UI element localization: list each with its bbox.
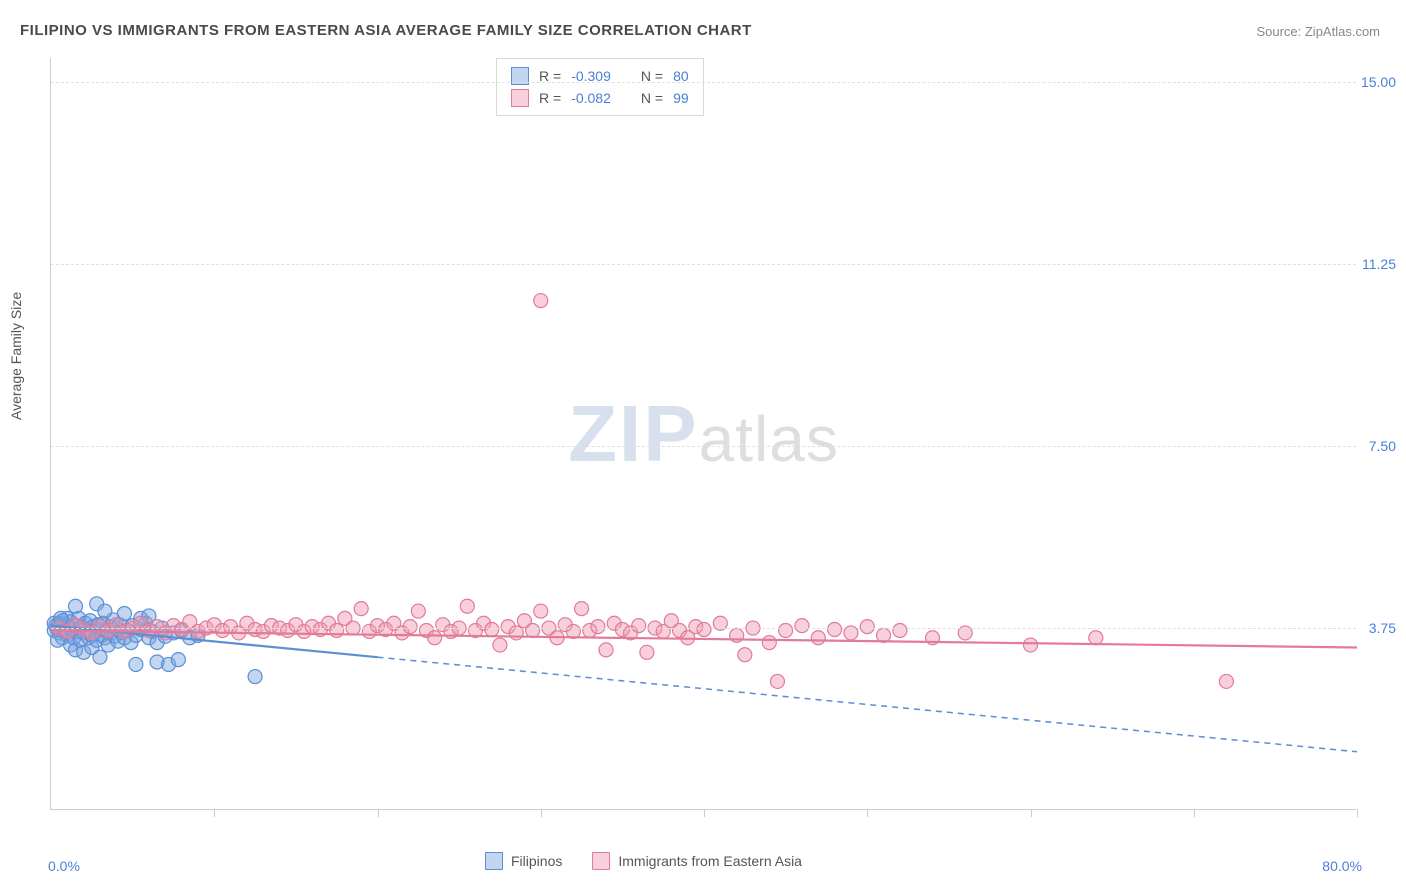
legend-label-immigrants: Immigrants from Eastern Asia xyxy=(618,853,802,869)
scatter-point xyxy=(248,670,262,684)
ytick-label: 11.25 xyxy=(1362,256,1396,272)
scatter-point xyxy=(795,619,809,633)
r-label: R = xyxy=(539,90,561,106)
gridline xyxy=(51,82,1356,83)
scatter-point xyxy=(1219,674,1233,688)
scatter-point xyxy=(411,604,425,618)
r-value-immigrants: -0.082 xyxy=(571,90,611,106)
xtick xyxy=(1031,809,1032,817)
scatter-point xyxy=(526,623,540,637)
scatter-point xyxy=(93,650,107,664)
legend-item-filipinos: Filipinos xyxy=(485,852,562,870)
scatter-point xyxy=(493,638,507,652)
scatter-point xyxy=(330,623,344,637)
n-label: N = xyxy=(641,90,663,106)
scatter-point xyxy=(640,645,654,659)
xtick xyxy=(1194,809,1195,817)
xtick xyxy=(378,809,379,817)
scatter-point xyxy=(770,674,784,688)
x-max-label: 80.0% xyxy=(1322,858,1362,874)
scatter-point xyxy=(534,294,548,308)
scatter-point xyxy=(1024,638,1038,652)
scatter-point xyxy=(68,599,82,613)
scatter-point xyxy=(632,619,646,633)
swatch-immigrants-icon xyxy=(592,852,610,870)
scatter-point xyxy=(893,623,907,637)
x-min-label: 0.0% xyxy=(48,858,80,874)
scatter-point xyxy=(762,636,776,650)
gridline xyxy=(51,446,1356,447)
scatter-point xyxy=(1089,631,1103,645)
scatter-point xyxy=(599,643,613,657)
xtick xyxy=(1357,809,1358,817)
source-label: Source: ZipAtlas.com xyxy=(1256,24,1380,39)
trend-line-dashed xyxy=(378,657,1358,752)
plot-area: ZIP atlas R = -0.309 N = 80 R = -0.082 N… xyxy=(50,58,1356,810)
scatter-point xyxy=(575,602,589,616)
ytick-label: 7.50 xyxy=(1369,438,1396,454)
stats-row-immigrants: R = -0.082 N = 99 xyxy=(511,87,689,109)
gridline xyxy=(51,264,1356,265)
gridline xyxy=(51,628,1356,629)
scatter-point xyxy=(460,599,474,613)
xtick xyxy=(867,809,868,817)
scatter-point xyxy=(738,648,752,662)
scatter-point xyxy=(428,631,442,645)
scatter-point xyxy=(591,620,605,634)
scatter-point xyxy=(860,620,874,634)
scatter-point xyxy=(828,623,842,637)
ytick-label: 3.75 xyxy=(1369,620,1396,636)
xtick xyxy=(541,809,542,817)
series-legend: Filipinos Immigrants from Eastern Asia xyxy=(485,852,802,870)
swatch-immigrants-icon xyxy=(511,89,529,107)
scatter-point xyxy=(403,620,417,634)
stats-box: R = -0.309 N = 80 R = -0.082 N = 99 xyxy=(496,58,704,116)
xtick xyxy=(704,809,705,817)
stats-row-filipinos: R = -0.309 N = 80 xyxy=(511,65,689,87)
scatter-point xyxy=(485,623,499,637)
chart-title: FILIPINO VS IMMIGRANTS FROM EASTERN ASIA… xyxy=(20,22,752,39)
scatter-point xyxy=(779,623,793,637)
scatter-point xyxy=(98,604,112,618)
scatter-point xyxy=(811,631,825,645)
ytick-label: 15.00 xyxy=(1361,74,1396,90)
legend-label-filipinos: Filipinos xyxy=(511,853,562,869)
scatter-point xyxy=(534,604,548,618)
y-axis-label: Average Family Size xyxy=(8,292,24,420)
scatter-point xyxy=(129,657,143,671)
legend-item-immigrants: Immigrants from Eastern Asia xyxy=(592,852,802,870)
xtick xyxy=(214,809,215,817)
chart-svg xyxy=(51,58,1356,809)
scatter-point xyxy=(697,623,711,637)
n-value-immigrants: 99 xyxy=(673,90,689,106)
scatter-point xyxy=(354,602,368,616)
swatch-filipinos-icon xyxy=(485,852,503,870)
scatter-point xyxy=(171,653,185,667)
